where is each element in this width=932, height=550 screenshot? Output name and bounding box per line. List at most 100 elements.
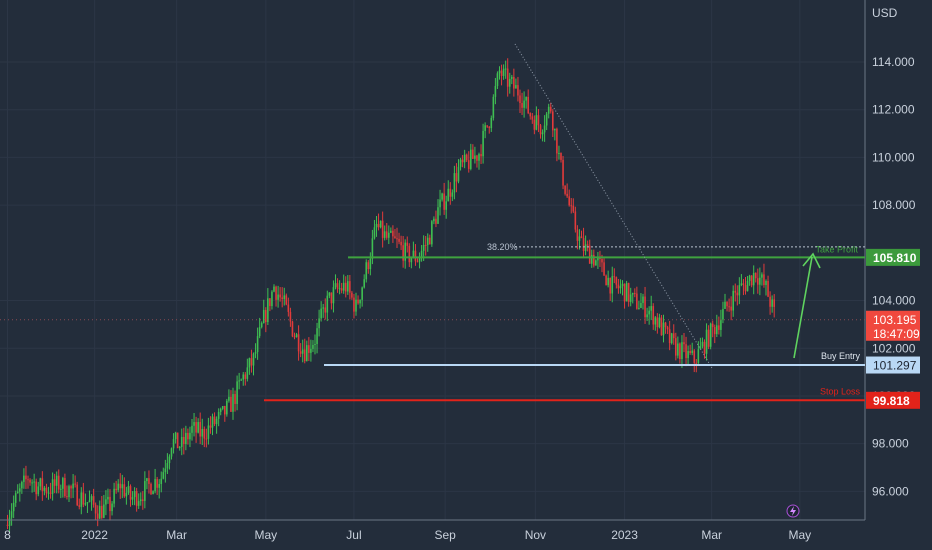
candle[interactable] <box>666 325 669 335</box>
candle[interactable] <box>170 447 173 460</box>
candle[interactable] <box>109 489 111 521</box>
candle[interactable] <box>375 216 378 237</box>
candle[interactable] <box>500 64 503 86</box>
candle[interactable] <box>675 332 677 361</box>
candle[interactable] <box>615 276 618 289</box>
candle[interactable] <box>424 236 427 256</box>
candle[interactable] <box>318 309 320 337</box>
candle[interactable] <box>37 481 40 497</box>
candle[interactable] <box>64 473 66 498</box>
candle[interactable] <box>269 298 271 312</box>
candle[interactable] <box>474 146 476 164</box>
candle[interactable] <box>625 280 628 302</box>
candle[interactable] <box>664 321 667 334</box>
candle[interactable] <box>498 66 501 80</box>
candle[interactable] <box>27 475 29 489</box>
candle[interactable] <box>381 211 384 248</box>
candle[interactable] <box>597 251 599 269</box>
candle[interactable] <box>111 501 113 516</box>
candle[interactable] <box>39 477 42 491</box>
candle[interactable] <box>574 206 577 233</box>
candle[interactable] <box>12 495 15 519</box>
candle[interactable] <box>718 316 720 335</box>
candle[interactable] <box>543 115 546 142</box>
candle[interactable] <box>582 227 585 259</box>
candle[interactable] <box>689 344 691 355</box>
candle[interactable] <box>513 68 515 97</box>
candle[interactable] <box>248 357 251 375</box>
candle[interactable] <box>515 78 517 89</box>
candle[interactable] <box>390 227 392 234</box>
candle[interactable] <box>334 274 337 290</box>
candle[interactable] <box>379 220 382 229</box>
candle[interactable] <box>35 478 37 501</box>
candle[interactable] <box>535 106 538 131</box>
candle[interactable] <box>195 416 197 443</box>
candle[interactable] <box>525 96 527 109</box>
candle[interactable] <box>470 143 472 171</box>
candle[interactable] <box>558 145 560 160</box>
candle[interactable] <box>47 486 50 500</box>
candle[interactable] <box>285 293 288 306</box>
candle[interactable] <box>701 337 704 349</box>
candle[interactable] <box>242 372 245 386</box>
candle[interactable] <box>517 76 519 102</box>
candle[interactable] <box>623 283 626 309</box>
candle[interactable] <box>137 493 140 509</box>
candle[interactable] <box>685 336 687 367</box>
candle[interactable] <box>70 484 72 499</box>
candlestick-series[interactable] <box>6 58 775 532</box>
candle[interactable] <box>158 479 160 499</box>
candle[interactable] <box>230 390 232 412</box>
candle[interactable] <box>203 426 206 448</box>
candle[interactable] <box>68 484 70 503</box>
candle[interactable] <box>605 274 607 286</box>
candle[interactable] <box>357 295 359 305</box>
candle[interactable] <box>23 468 25 489</box>
candle[interactable] <box>303 338 306 364</box>
candle[interactable] <box>703 339 706 359</box>
candle[interactable] <box>213 412 216 427</box>
candle[interactable] <box>748 274 751 286</box>
candle[interactable] <box>174 431 177 444</box>
candle[interactable] <box>201 418 204 445</box>
candle[interactable] <box>43 485 46 496</box>
candle[interactable] <box>131 491 134 506</box>
candle[interactable] <box>312 340 314 353</box>
candle[interactable] <box>14 490 17 507</box>
candle[interactable] <box>383 225 386 241</box>
candle[interactable] <box>443 182 445 215</box>
candle[interactable] <box>644 286 646 324</box>
candle[interactable] <box>21 480 23 494</box>
candle[interactable] <box>332 280 335 313</box>
candle[interactable] <box>244 372 247 386</box>
candle[interactable] <box>478 152 480 170</box>
candle[interactable] <box>402 236 404 268</box>
candle[interactable] <box>133 487 136 506</box>
candle[interactable] <box>117 479 119 493</box>
candle[interactable] <box>484 122 486 139</box>
candle[interactable] <box>146 477 148 490</box>
candle[interactable] <box>570 198 573 214</box>
candle[interactable] <box>445 195 447 219</box>
candle[interactable] <box>156 476 158 496</box>
candle[interactable] <box>351 290 353 300</box>
candle[interactable] <box>439 189 441 216</box>
candle[interactable] <box>355 292 357 316</box>
candle[interactable] <box>595 259 597 266</box>
time-axis[interactable]: 8 2022 Mar May Jul Sep Nov 2023 Mar May <box>4 528 811 542</box>
candle[interactable] <box>113 482 115 508</box>
candle[interactable] <box>453 165 456 200</box>
candle[interactable] <box>125 486 128 505</box>
candle[interactable] <box>404 239 406 269</box>
candle[interactable] <box>435 210 437 228</box>
candle[interactable] <box>260 321 263 329</box>
candle[interactable] <box>365 259 368 283</box>
candle[interactable] <box>162 467 165 480</box>
candle[interactable] <box>142 491 144 510</box>
candle[interactable] <box>529 112 532 120</box>
candle[interactable] <box>504 60 507 79</box>
candle[interactable] <box>722 301 724 324</box>
candle[interactable] <box>283 287 286 306</box>
candle[interactable] <box>6 514 9 530</box>
